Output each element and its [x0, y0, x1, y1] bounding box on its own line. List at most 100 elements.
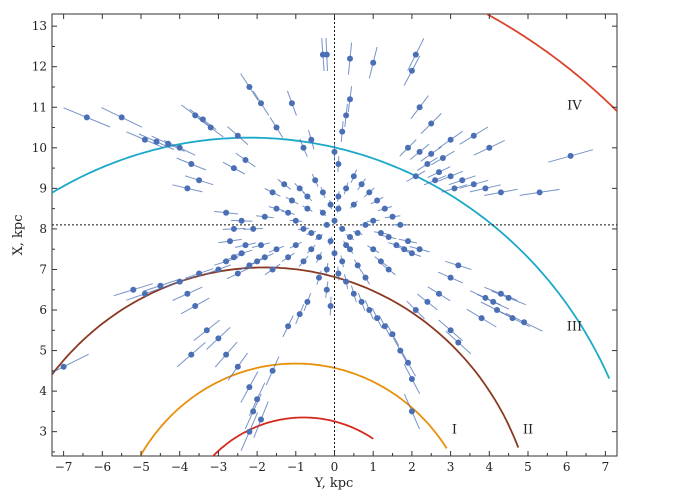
data-point — [316, 254, 322, 261]
data-point — [412, 173, 419, 180]
spiral-arm-arcs — [52, 14, 617, 456]
x-tick-label: −7 — [55, 460, 73, 474]
data-point — [312, 177, 319, 184]
data-point — [273, 124, 280, 131]
data-point — [366, 307, 373, 313]
data-point — [412, 307, 419, 313]
data-point — [118, 114, 125, 121]
data-point — [358, 181, 365, 188]
data-point — [486, 144, 493, 151]
data-point — [509, 315, 516, 322]
y-tick-label: 11 — [32, 100, 47, 114]
data-point — [416, 246, 423, 253]
data-point — [184, 290, 191, 297]
data-point — [269, 266, 276, 273]
data-point — [335, 161, 342, 167]
data-point — [215, 266, 222, 273]
data-point — [343, 185, 350, 192]
data-point — [370, 217, 377, 224]
data-point — [304, 193, 311, 200]
data-point — [362, 221, 369, 228]
y-tick-label: 4 — [39, 384, 47, 398]
data-point — [385, 266, 392, 273]
data-point — [408, 376, 415, 382]
data-point — [354, 262, 361, 269]
arm-label-II: II — [523, 423, 533, 438]
data-point — [428, 120, 435, 127]
data-point — [292, 242, 299, 249]
data-point — [188, 161, 195, 167]
data-point — [238, 217, 245, 224]
data-point — [165, 140, 172, 147]
arc-5 — [484, 14, 617, 112]
data-point — [381, 323, 388, 330]
data-point — [285, 323, 292, 330]
data-point — [288, 197, 295, 204]
data-point — [269, 367, 276, 374]
data-point — [196, 270, 203, 277]
x-tick-label: 5 — [524, 460, 532, 474]
data-point — [497, 189, 504, 196]
data-point — [296, 185, 303, 192]
data-point — [455, 262, 462, 269]
data-point — [521, 319, 528, 326]
x-tick-label: 4 — [485, 460, 493, 474]
data-point — [370, 246, 377, 253]
x-axis-ticks: −7 −6 −5 −4 −3 −2 −1 0 1 2 3 4 5 6 7 — [55, 14, 609, 474]
x-tick-label: 7 — [602, 460, 610, 474]
data-point — [339, 258, 346, 265]
data-point — [412, 51, 419, 58]
data-point — [281, 181, 288, 188]
data-point — [408, 408, 415, 415]
data-point — [273, 205, 280, 212]
data-point — [316, 234, 322, 240]
data-point — [536, 189, 543, 196]
data-point — [308, 246, 315, 253]
data-point — [234, 270, 241, 277]
data-point — [405, 144, 411, 151]
data-point — [347, 234, 353, 240]
data-point — [436, 290, 442, 297]
data-point — [347, 55, 353, 62]
data-point — [323, 286, 330, 293]
data-point — [285, 254, 292, 261]
data-point — [354, 230, 361, 236]
data-point — [455, 339, 462, 346]
data-point — [490, 298, 497, 305]
data-point — [327, 303, 334, 309]
data-point — [319, 209, 326, 216]
arc-4 — [52, 136, 611, 379]
y-axis-label: X, kpc — [11, 215, 26, 256]
y-tick-label: 10 — [32, 141, 47, 155]
data-point — [350, 290, 357, 297]
data-point — [339, 225, 346, 232]
arc-1 — [211, 416, 374, 456]
data-point — [374, 315, 381, 322]
data-point — [424, 298, 431, 305]
y-tick-label: 8 — [39, 222, 47, 236]
data-point — [269, 189, 276, 196]
data-point — [408, 250, 415, 257]
data-point — [416, 104, 423, 111]
data-point — [343, 112, 350, 119]
x-tick-label: 2 — [408, 460, 416, 474]
data-point — [405, 238, 411, 245]
data-point — [300, 144, 307, 151]
data-point — [261, 213, 268, 220]
data-point — [350, 173, 357, 180]
data-point — [242, 242, 249, 249]
data-point — [223, 209, 230, 216]
x-tick-label: −1 — [287, 460, 305, 474]
data-point — [358, 298, 365, 305]
data-point — [470, 181, 477, 188]
arc-3 — [52, 266, 520, 448]
data-point — [343, 242, 350, 249]
data-point — [215, 335, 222, 342]
x-tick-label: −5 — [132, 460, 150, 474]
data-point — [246, 428, 253, 435]
data-point — [250, 225, 257, 232]
x-tick-label: 6 — [563, 460, 571, 474]
data-point — [246, 84, 253, 90]
data-point — [258, 242, 264, 249]
